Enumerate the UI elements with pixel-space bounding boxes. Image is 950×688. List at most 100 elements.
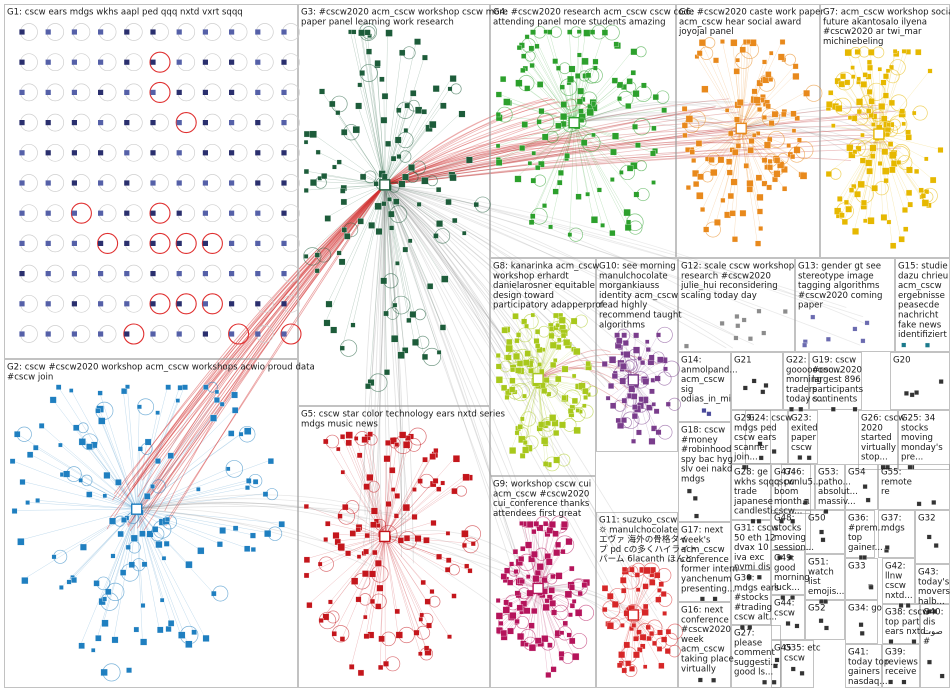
graph-node[interactable] bbox=[661, 107, 667, 114]
graph-node[interactable] bbox=[336, 446, 341, 452]
graph-node[interactable] bbox=[150, 240, 156, 246]
graph-node[interactable] bbox=[544, 598, 550, 604]
graph-node[interactable] bbox=[202, 301, 208, 307]
graph-node[interactable] bbox=[549, 600, 557, 607]
graph-node[interactable] bbox=[128, 561, 135, 568]
graph-node[interactable] bbox=[419, 612, 424, 618]
graph-node[interactable] bbox=[255, 59, 261, 65]
graph-node[interactable] bbox=[338, 258, 346, 266]
graph-node[interactable] bbox=[741, 464, 747, 470]
graph-node[interactable] bbox=[281, 210, 287, 216]
graph-node[interactable] bbox=[45, 150, 51, 156]
graph-node[interactable] bbox=[866, 59, 872, 65]
graph-node[interactable] bbox=[310, 179, 317, 187]
graph-node[interactable] bbox=[211, 590, 217, 597]
graph-node[interactable] bbox=[563, 338, 571, 346]
graph-node[interactable] bbox=[571, 397, 578, 404]
graph-node[interactable] bbox=[369, 570, 376, 578]
graph-node[interactable] bbox=[344, 233, 351, 240]
graph-node[interactable] bbox=[834, 207, 842, 215]
graph-node[interactable] bbox=[433, 448, 439, 454]
graph-node[interactable] bbox=[828, 90, 834, 96]
graph-node[interactable] bbox=[495, 598, 501, 603]
graph-node[interactable] bbox=[124, 89, 130, 95]
graph-node[interactable] bbox=[58, 442, 63, 448]
graph-node[interactable] bbox=[526, 521, 534, 528]
graph-node[interactable] bbox=[281, 120, 287, 126]
graph-node[interactable] bbox=[495, 159, 503, 166]
graph-node[interactable] bbox=[500, 76, 507, 83]
graph-node[interactable] bbox=[823, 599, 829, 604]
graph-node[interactable] bbox=[17, 538, 25, 546]
graph-node[interactable] bbox=[772, 663, 778, 669]
graph-node[interactable] bbox=[747, 336, 753, 342]
graph-node[interactable] bbox=[549, 341, 557, 349]
graph-node[interactable] bbox=[356, 452, 363, 459]
graph-node[interactable] bbox=[768, 77, 774, 82]
graph-node[interactable] bbox=[621, 397, 628, 404]
graph-node[interactable] bbox=[735, 57, 740, 63]
graph-node[interactable] bbox=[652, 94, 659, 101]
graph-node[interactable] bbox=[911, 110, 917, 116]
graph-node[interactable] bbox=[19, 120, 25, 126]
graph-node[interactable] bbox=[167, 452, 174, 459]
graph-node[interactable] bbox=[337, 513, 343, 519]
graph-node[interactable] bbox=[516, 332, 522, 338]
graph-node[interactable] bbox=[860, 199, 867, 206]
graph-node[interactable] bbox=[303, 254, 309, 259]
graph-node[interactable] bbox=[396, 154, 402, 159]
graph-node[interactable] bbox=[731, 236, 738, 243]
graph-node[interactable] bbox=[78, 478, 83, 483]
graph-node[interactable] bbox=[525, 574, 531, 579]
graph-node[interactable] bbox=[831, 123, 836, 128]
graph-node[interactable] bbox=[229, 271, 235, 277]
graph-node[interactable] bbox=[748, 138, 755, 144]
graph-node[interactable] bbox=[756, 193, 764, 201]
graph-node[interactable] bbox=[760, 389, 766, 395]
graph-node[interactable] bbox=[611, 132, 619, 140]
graph-node[interactable] bbox=[521, 121, 528, 128]
graph-node[interactable] bbox=[553, 312, 559, 319]
graph-node[interactable] bbox=[335, 110, 341, 116]
graph-node[interactable] bbox=[585, 191, 590, 197]
graph-node[interactable] bbox=[452, 217, 458, 224]
graph-node[interactable] bbox=[361, 436, 368, 443]
graph-node[interactable] bbox=[470, 541, 476, 547]
graph-node[interactable] bbox=[636, 429, 642, 436]
graph-node[interactable] bbox=[395, 261, 400, 266]
graph-node[interactable] bbox=[649, 579, 656, 586]
graph-node[interactable] bbox=[513, 569, 519, 574]
graph-node[interactable] bbox=[785, 621, 791, 626]
graph-node[interactable] bbox=[926, 534, 932, 540]
graph-node[interactable] bbox=[514, 618, 520, 624]
graph-node[interactable] bbox=[735, 323, 741, 329]
graph-node[interactable] bbox=[746, 186, 753, 193]
graph-node[interactable] bbox=[531, 607, 538, 615]
graph-node[interactable] bbox=[514, 175, 522, 183]
graph-node[interactable] bbox=[550, 666, 557, 673]
graph-node[interactable] bbox=[755, 240, 762, 247]
graph-node[interactable] bbox=[19, 89, 25, 95]
graph-node[interactable] bbox=[724, 108, 730, 113]
graph-node[interactable] bbox=[558, 316, 566, 324]
graph-node[interactable] bbox=[578, 382, 586, 390]
graph-node[interactable] bbox=[365, 383, 372, 390]
graph-node[interactable] bbox=[19, 301, 25, 307]
graph-node[interactable] bbox=[86, 491, 93, 498]
graph-node[interactable] bbox=[855, 145, 862, 152]
graph-node[interactable] bbox=[921, 199, 929, 207]
graph-node[interactable] bbox=[909, 392, 915, 398]
graph-node[interactable] bbox=[648, 437, 656, 445]
graph-node[interactable] bbox=[404, 102, 410, 109]
graph-node[interactable] bbox=[726, 158, 733, 165]
graph-node[interactable] bbox=[71, 180, 77, 186]
graph-node[interactable] bbox=[176, 210, 182, 216]
graph-node[interactable] bbox=[176, 150, 182, 156]
graph-node[interactable] bbox=[19, 59, 25, 65]
graph-node[interactable] bbox=[510, 367, 516, 373]
graph-node[interactable] bbox=[736, 99, 744, 106]
graph-node[interactable] bbox=[421, 109, 427, 115]
graph-node[interactable] bbox=[451, 487, 458, 495]
graph-node[interactable] bbox=[773, 170, 781, 178]
graph-node[interactable] bbox=[766, 184, 772, 191]
